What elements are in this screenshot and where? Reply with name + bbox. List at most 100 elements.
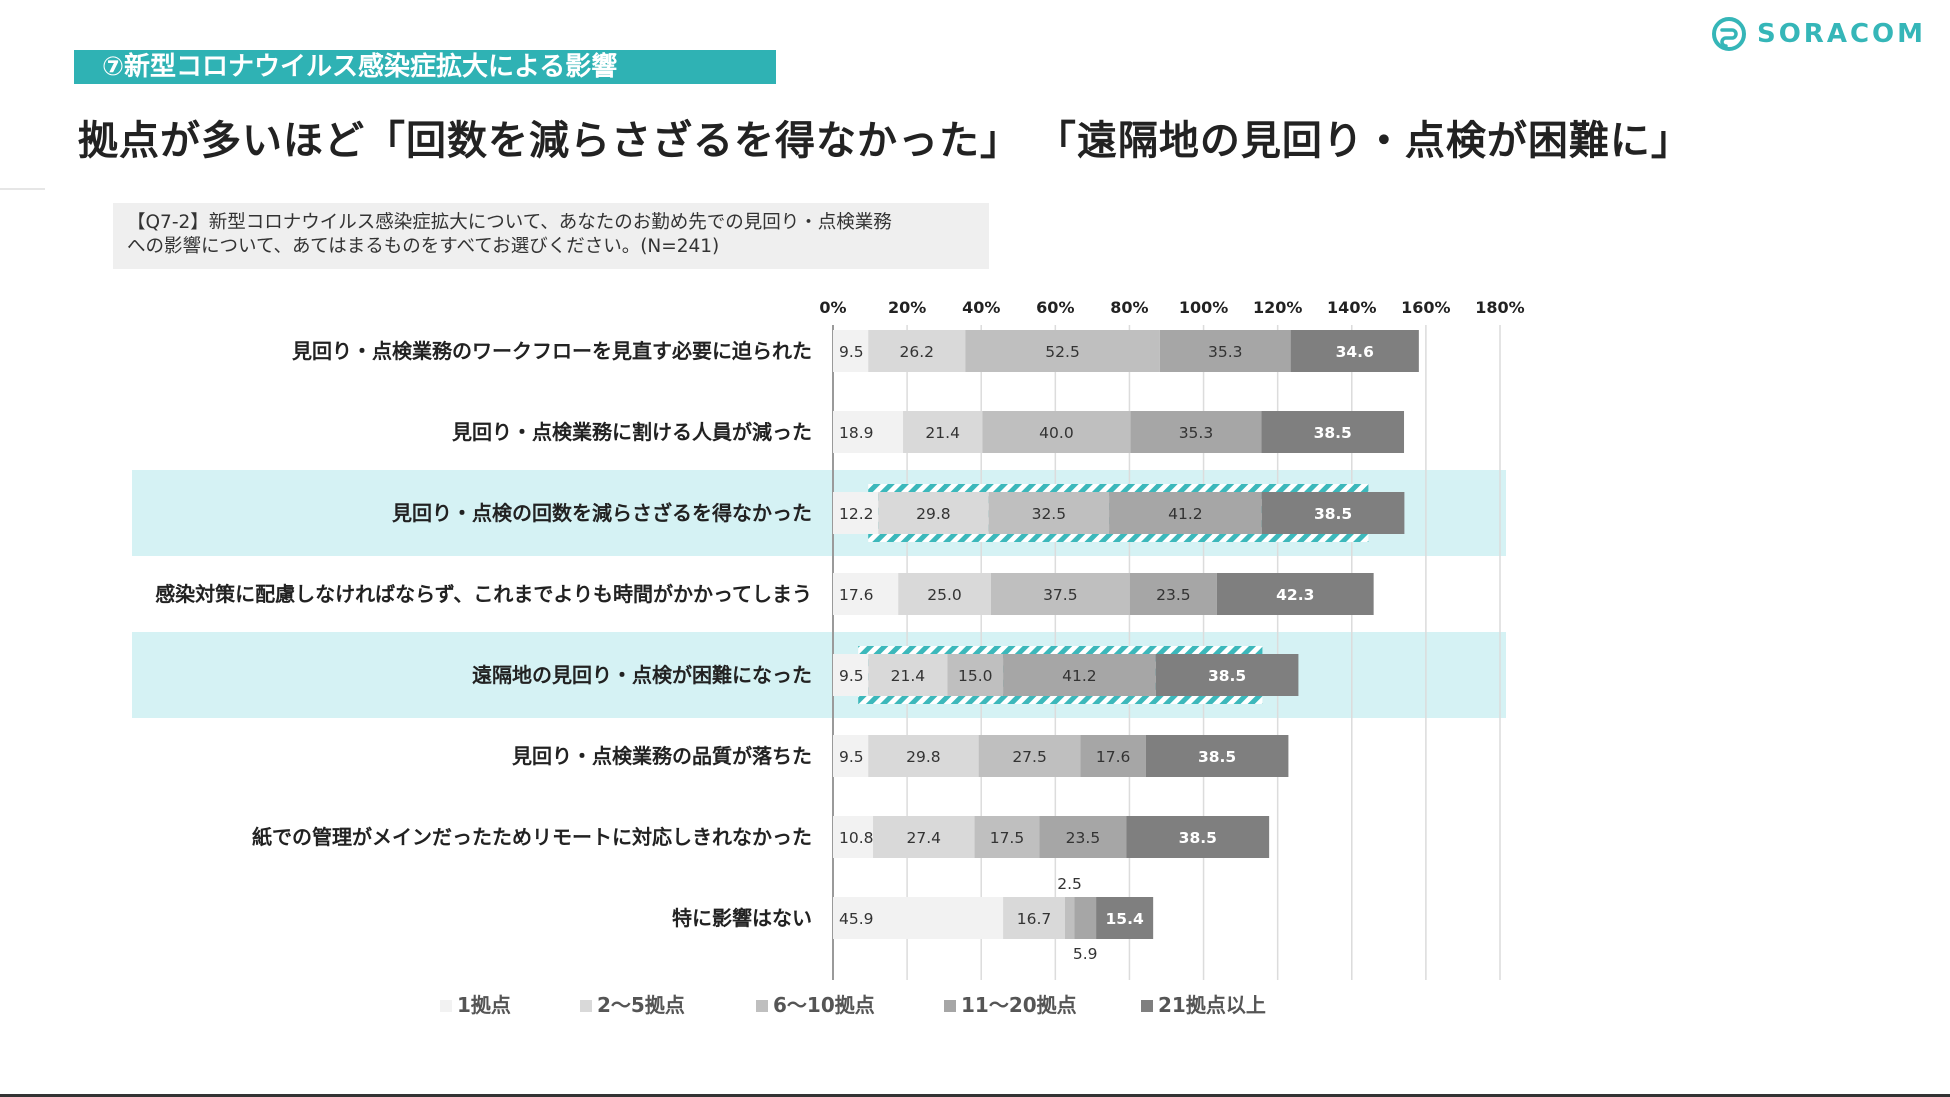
- bar-segment: [1290, 330, 1419, 372]
- data-label: 18.9: [839, 424, 874, 442]
- category-label: 特に影響はない: [672, 906, 812, 930]
- data-label: 41.2: [1168, 505, 1203, 523]
- bar-segment: [1003, 897, 1065, 939]
- bar-segment: [1155, 654, 1299, 696]
- bar-segment: [974, 816, 1040, 858]
- data-label: 38.5: [1208, 667, 1246, 685]
- question-line-1: 【Q7-2】新型コロナウイルス感染症拡大について、あなたのお勤め先での見回り・点…: [127, 212, 892, 233]
- bar-segment: [868, 735, 979, 777]
- data-label: 35.3: [1179, 424, 1214, 442]
- category-label: 感染対策に配慮しなければならず、これまでよりも時間がかかってしまう: [155, 582, 812, 606]
- bar-segment: [833, 654, 869, 696]
- legend-label: 6〜10拠点: [773, 993, 875, 1017]
- data-label: 32.5: [1032, 505, 1067, 523]
- bar-segment: [1064, 897, 1075, 939]
- legend-swatch: [580, 1000, 592, 1012]
- data-label: 38.5: [1314, 505, 1352, 523]
- data-label: 17.6: [839, 586, 874, 604]
- bar-segment: [833, 330, 869, 372]
- bar-segment: [1261, 492, 1405, 534]
- bar-segment: [833, 897, 1004, 939]
- data-label: 23.5: [1066, 829, 1101, 847]
- bar-segment: [1109, 492, 1262, 534]
- bar-segment: [1216, 573, 1374, 615]
- data-label: 27.4: [907, 829, 942, 847]
- question-line-2: への影響について、あてはまるものをすべてお選びください。(N=241): [127, 236, 720, 257]
- data-label: 41.2: [1062, 667, 1097, 685]
- bar-segment: [965, 330, 1160, 372]
- x-tick-label: 100%: [1179, 298, 1228, 317]
- soracom-logo-icon: [1711, 17, 1746, 51]
- legend-swatch: [944, 1000, 956, 1012]
- bar-segment: [990, 573, 1130, 615]
- bar-segment: [868, 330, 966, 372]
- data-label: 21.4: [925, 424, 960, 442]
- x-tick-label: 0%: [819, 298, 846, 317]
- bar-segment: [833, 573, 899, 615]
- bar-segment: [947, 654, 1004, 696]
- category-label: 見回り・点検の回数を減らさざるを得なかった: [392, 501, 812, 525]
- data-label: 10.8: [839, 829, 874, 847]
- data-label: 5.9: [1073, 945, 1098, 963]
- bar-segment: [1129, 573, 1217, 615]
- data-label: 45.9: [839, 910, 874, 928]
- data-label: 25.0: [927, 586, 962, 604]
- data-label: 37.5: [1043, 586, 1078, 604]
- data-label: 38.5: [1314, 424, 1352, 442]
- bar-segment: [833, 492, 879, 534]
- bar-segment: [978, 735, 1081, 777]
- bar-segment: [1159, 330, 1291, 372]
- bar-segment: [878, 492, 989, 534]
- bar-segment: [833, 411, 904, 453]
- data-label: 17.6: [1096, 748, 1131, 766]
- bar-segment: [1039, 816, 1127, 858]
- data-label: 42.3: [1276, 586, 1314, 604]
- x-tick-label: 20%: [888, 298, 926, 317]
- x-tick-label: 140%: [1327, 298, 1376, 317]
- bar-segment: [833, 816, 874, 858]
- x-tick-label: 80%: [1110, 298, 1148, 317]
- legend-swatch: [756, 1000, 768, 1012]
- legend-label: 1拠点: [457, 993, 511, 1017]
- bar-segment: [988, 492, 1110, 534]
- data-label: 35.3: [1208, 343, 1243, 361]
- x-tick-label: 120%: [1253, 298, 1302, 317]
- data-label: 9.5: [839, 748, 864, 766]
- bar-segment: [898, 573, 991, 615]
- bar-segment: [1074, 897, 1097, 939]
- bar-segment: [1145, 735, 1289, 777]
- divider: [0, 188, 45, 190]
- data-label: 38.5: [1179, 829, 1217, 847]
- category-label: 見回り・点検業務の品質が落ちた: [512, 744, 812, 768]
- data-label: 29.8: [906, 748, 941, 766]
- bar-segment: [982, 411, 1131, 453]
- data-label: 40.0: [1039, 424, 1074, 442]
- legend-swatch: [440, 1000, 452, 1012]
- bar-segment: [1003, 654, 1156, 696]
- data-label: 2.5: [1057, 875, 1082, 893]
- data-label: 15.4: [1106, 910, 1144, 928]
- bar-segment: [1261, 411, 1405, 453]
- legend-label: 11〜20拠点: [961, 993, 1077, 1017]
- legend-label: 2〜5拠点: [597, 993, 685, 1017]
- data-label: 15.0: [958, 667, 993, 685]
- data-label: 9.5: [839, 343, 864, 361]
- bar-segment: [873, 816, 975, 858]
- bar-segment: [903, 411, 983, 453]
- category-label: 紙での管理がメインだったためリモートに対応しきれなかった: [252, 825, 812, 849]
- data-label: 29.8: [916, 505, 951, 523]
- data-label: 38.5: [1198, 748, 1236, 766]
- data-label: 34.6: [1336, 343, 1374, 361]
- soracom-logo: SORACOM: [1711, 16, 1926, 52]
- category-label: 見回り・点検業務のワークフローを見直す必要に迫られた: [292, 339, 812, 363]
- page-title: 拠点が多いほど「回数を減らさざるを得なかった」 「遠隔地の見回り・点検が困難に」: [78, 118, 1692, 164]
- data-label: 21.4: [891, 667, 926, 685]
- legend-swatch: [1141, 1000, 1153, 1012]
- data-label: 52.5: [1045, 343, 1080, 361]
- data-label: 9.5: [839, 667, 864, 685]
- legend-label: 21拠点以上: [1158, 993, 1266, 1017]
- data-label: 12.2: [839, 505, 874, 523]
- highlight-row: [132, 632, 1506, 718]
- section-tag: ⑦新型コロナウイルス感染症拡大による影響: [74, 50, 776, 84]
